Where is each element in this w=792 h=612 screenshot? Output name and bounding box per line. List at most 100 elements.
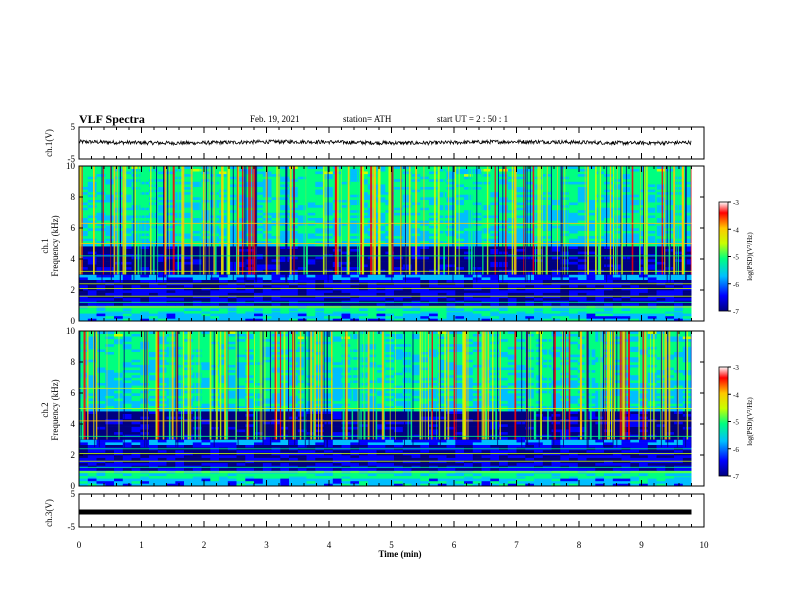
- spec1-cell: [481, 256, 491, 260]
- spec1-cell: [271, 202, 281, 206]
- spec1-cell: [525, 279, 535, 283]
- spec1-cell: [254, 261, 263, 265]
- spec1-cell: [376, 243, 386, 247]
- spec1-cell: [411, 300, 421, 304]
- spec1-cell: [79, 246, 89, 249]
- spec1-cell: [481, 189, 491, 193]
- spec1-cell: [79, 166, 89, 169]
- spec1-cell: [569, 202, 579, 206]
- spec1-gap: [669, 166, 671, 283]
- spec1-cell: [376, 197, 386, 200]
- spec1-cell: [192, 279, 202, 283]
- spec1-cell: [315, 184, 325, 187]
- spec1-cell: [499, 217, 509, 221]
- spec1-cell: [96, 256, 106, 260]
- spec1-cell: [175, 202, 185, 206]
- spec1-cell: [227, 168, 237, 172]
- spec1-cell: [131, 178, 141, 182]
- spec1-cell: [105, 313, 115, 317]
- spec1-gap: [685, 166, 687, 283]
- spec1-cell: [192, 248, 202, 252]
- spec1-cell: [315, 238, 325, 242]
- spec1-cell: [271, 194, 281, 198]
- spec2-cell: [262, 478, 272, 482]
- spec1-cell: [122, 292, 132, 296]
- spec1-cell: [656, 184, 666, 187]
- spec1-sferic: [214, 166, 217, 275]
- spec1-cell: [499, 274, 509, 278]
- spec1-cell: [87, 230, 97, 234]
- spec1-heatmap: [79, 166, 692, 322]
- spec1-cell: [157, 178, 167, 182]
- spec1-cell: [227, 279, 237, 283]
- spec1-cell: [157, 302, 167, 306]
- spec1-cell: [586, 315, 596, 319]
- spec1-cell: [682, 228, 692, 231]
- spec1-cell: [87, 251, 97, 255]
- spec1-cell: [280, 171, 290, 175]
- spec1-cell: [306, 212, 316, 216]
- spec2-cell: [577, 473, 587, 476]
- spec1-cell: [420, 207, 430, 211]
- spec1-cell: [297, 308, 307, 311]
- spec1-cell: [437, 266, 447, 270]
- spec1-cell: [166, 266, 176, 270]
- spec1-cell: [184, 253, 194, 257]
- spec1-cell: [306, 243, 316, 247]
- spec1-sferic: [454, 166, 457, 275]
- spec1-cell: [455, 204, 465, 208]
- spec1-cell: [105, 228, 115, 231]
- spec1-cell: [131, 277, 141, 280]
- spec1-cell: [315, 235, 325, 239]
- spec1-cell: [586, 176, 596, 180]
- spec2-cell: [586, 478, 596, 482]
- spec1-sferic: [278, 166, 280, 275]
- spec1-cell: [166, 238, 176, 242]
- spec1-cell: [682, 204, 692, 208]
- spec1-cell: [394, 315, 404, 319]
- spec1-cell: [507, 297, 517, 301]
- spec1-gap: [256, 166, 258, 283]
- spec1-cell: [402, 318, 412, 322]
- spec1-cell: [376, 269, 386, 273]
- spec1-sferic: [122, 166, 125, 275]
- spec1-cell: [647, 233, 657, 237]
- spec1-cell: [525, 302, 535, 306]
- spec1-sferic: [673, 166, 676, 275]
- spec1-cell: [647, 230, 657, 234]
- spec1-cell: [429, 269, 439, 273]
- spec1-cell: [577, 256, 587, 260]
- spec1-cell: [227, 261, 237, 265]
- spec1-gap: [498, 166, 499, 283]
- spec1-cell: [271, 251, 281, 255]
- spec1-cell: [569, 184, 579, 187]
- spec1-cell: [481, 191, 491, 195]
- spec1-cell: [437, 308, 447, 311]
- spec1-cell: [481, 279, 491, 283]
- spec1-cell: [481, 222, 491, 226]
- spec1-cell: [516, 315, 526, 319]
- spec1-cell: [481, 277, 491, 280]
- spec1-cell: [87, 228, 97, 231]
- spec1-cell: [306, 173, 316, 177]
- spec1-cell: [280, 186, 290, 190]
- spec1-cell: [87, 277, 97, 280]
- spec1-cell: [350, 264, 360, 268]
- spec2-cell: [612, 473, 622, 476]
- spec1-cell: [227, 313, 237, 317]
- spec1-cell: [184, 194, 194, 198]
- spec1-cell: [481, 248, 491, 252]
- spec1-cell: [149, 297, 159, 301]
- spec1-cell: [420, 274, 430, 278]
- spec1-cell: [227, 178, 237, 182]
- spec1-cell: [122, 277, 132, 280]
- spec2-cell: [551, 478, 561, 482]
- spec1-cell: [656, 238, 666, 242]
- spec2-cell: [446, 478, 456, 482]
- spec1-cell: [297, 264, 307, 268]
- spec1-cell: [516, 181, 526, 185]
- spec1-cell: [394, 269, 404, 273]
- spec1-cell: [341, 202, 351, 206]
- spec1-cell: [647, 308, 657, 311]
- spec1-cell: [551, 292, 561, 296]
